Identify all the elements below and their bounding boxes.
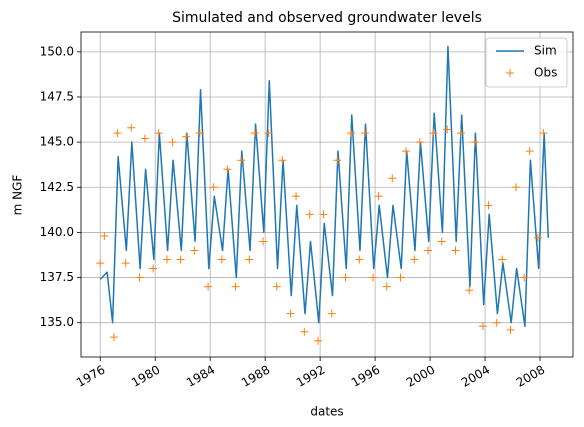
obs-marker — [319, 210, 328, 219]
obs-marker — [217, 255, 226, 264]
obs-marker — [300, 327, 309, 336]
obs-marker — [539, 129, 548, 138]
obs-marker — [382, 282, 391, 291]
obs-marker — [272, 282, 281, 291]
obs-marker — [209, 183, 218, 192]
y-tick-label: 140.0 — [40, 225, 74, 239]
obs-marker — [245, 255, 254, 264]
obs-marker — [237, 156, 246, 165]
y-axis-label: m NGF — [11, 175, 25, 216]
obs-marker — [327, 309, 336, 318]
obs-marker — [492, 318, 501, 327]
obs-marker — [182, 132, 191, 141]
obs-marker — [465, 286, 474, 295]
legend: Sim Obs — [485, 37, 568, 88]
obs-marker — [278, 156, 287, 165]
obs-marker — [506, 325, 515, 334]
obs-marker — [443, 125, 452, 134]
obs-marker — [176, 255, 185, 264]
obs-marker — [437, 237, 446, 246]
x-axis-label: dates — [310, 405, 343, 419]
legend-marker — [506, 69, 514, 77]
obs-marker — [478, 322, 487, 331]
obs-marker — [231, 282, 240, 291]
obs-marker — [109, 333, 118, 342]
obs-marker — [195, 129, 204, 138]
obs-marker — [127, 123, 136, 132]
obs-marker — [100, 232, 109, 241]
obs-marker — [456, 129, 465, 138]
obs-marker — [286, 309, 295, 318]
legend-label: Obs — [534, 66, 557, 80]
obs-marker — [292, 192, 301, 201]
obs-marker — [162, 255, 171, 264]
obs-marker — [135, 273, 144, 282]
obs-marker — [388, 174, 397, 183]
obs-marker — [204, 282, 213, 291]
obs-marker — [402, 147, 411, 156]
obs-marker — [190, 246, 199, 255]
obs-marker — [140, 134, 149, 143]
chart-title: Simulated and observed groundwater level… — [172, 10, 482, 26]
obs-marker — [470, 138, 479, 147]
obs-marker — [250, 129, 259, 138]
obs-marker — [314, 336, 323, 345]
obs-marker — [341, 273, 350, 282]
obs-marker — [415, 138, 424, 147]
y-tick-label: 147.5 — [40, 90, 74, 104]
sim-line — [99, 45, 550, 328]
obs-marker — [168, 138, 177, 147]
y-tick-label: 135.0 — [40, 315, 74, 329]
obs-marker — [410, 255, 419, 264]
obs-marker — [374, 192, 383, 201]
obs-marker — [149, 264, 158, 273]
obs-marker — [355, 255, 364, 264]
obs-marker — [525, 147, 534, 156]
y-tick-label: 145.0 — [40, 135, 74, 149]
obs-marker — [498, 255, 507, 264]
obs-marker — [333, 156, 342, 165]
obs-marker — [369, 273, 378, 282]
obs-marker — [96, 259, 105, 268]
obs-marker — [511, 183, 520, 192]
obs-marker — [121, 259, 130, 268]
obs-marker — [264, 129, 273, 138]
obs-marker — [484, 201, 493, 210]
y-tick-label: 150.0 — [40, 44, 74, 58]
y-tick-label: 142.5 — [40, 180, 74, 194]
obs-marker — [154, 129, 163, 138]
plot-frame — [80, 31, 574, 358]
obs-marker — [113, 129, 122, 138]
obs-marker — [533, 233, 542, 242]
obs-marker — [223, 165, 232, 174]
obs-marker — [259, 237, 268, 246]
obs-marker — [520, 273, 529, 282]
legend-label: Sim — [534, 44, 557, 58]
obs-marker — [396, 273, 405, 282]
obs-marker — [429, 129, 438, 138]
obs-marker — [451, 246, 460, 255]
obs-marker — [347, 129, 356, 138]
y-tick-label: 137.5 — [40, 270, 74, 284]
obs-marker — [305, 210, 314, 219]
obs-marker — [360, 129, 369, 138]
obs-marker — [424, 246, 433, 255]
